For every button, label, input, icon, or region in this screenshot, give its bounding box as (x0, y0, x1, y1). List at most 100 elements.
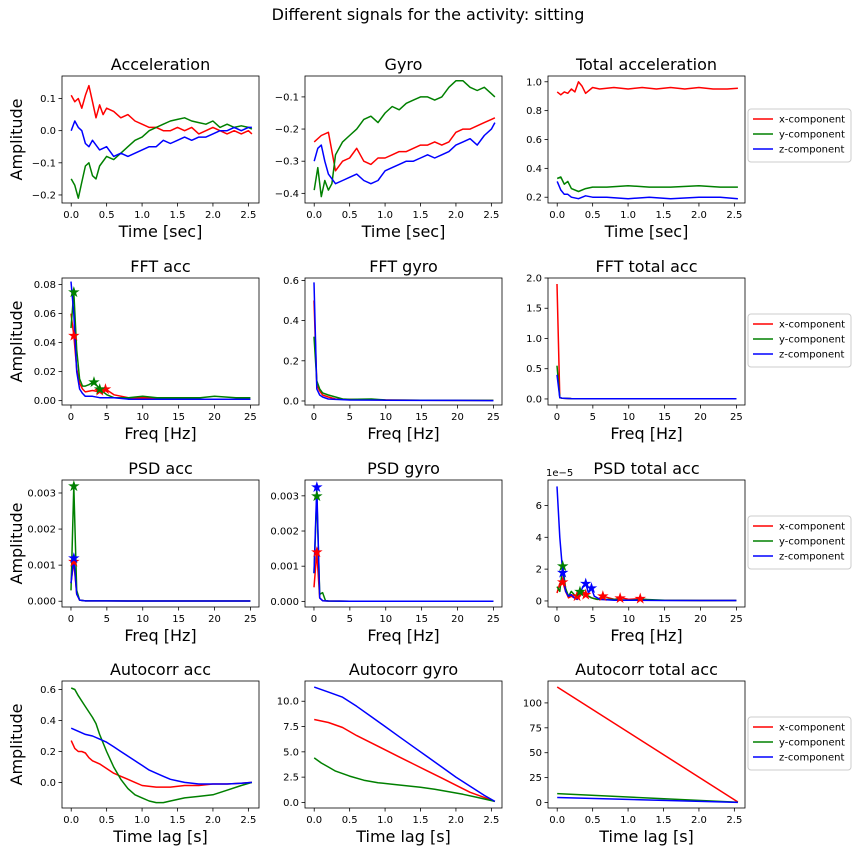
series-line-y-component (70, 687, 253, 804)
peak-marker-z-component: ★ (310, 478, 323, 496)
peak-marker-y-component: ★ (573, 582, 586, 600)
subplot-ffttotal: 0 5 10 15 20 25 0.0 0.5 1.0 1.5 2.0 FFT total acc Fr… (526, 257, 852, 443)
x-tick-label: 20 (694, 614, 707, 625)
y-tick-label: 5.0 (283, 747, 299, 758)
x-tick-label: 15 (172, 614, 185, 625)
series-line-z-component (556, 181, 738, 200)
axes-frame (304, 75, 503, 204)
x-tick-label: 2.5 (726, 210, 742, 221)
y-tick-label: 1.5 (526, 304, 542, 315)
legend-entry: x-component (779, 320, 845, 331)
x-tick-label: 1.5 (170, 815, 186, 826)
y-axis-label: Amplitude (7, 704, 26, 786)
x-tick-label: 15 (658, 412, 671, 423)
y-tick-label: 100 (523, 698, 542, 709)
x-tick-label: 0.5 (99, 210, 115, 221)
y-tick-label: −0.2 (32, 190, 56, 201)
legend-entry: x-component (779, 522, 845, 533)
x-tick-label: 0.0 (63, 210, 79, 221)
x-tick-label: 2.0 (691, 815, 707, 826)
x-tick-label: 1.5 (170, 210, 186, 221)
axes-frame (61, 277, 260, 406)
legend: x-component y-component z-component (747, 108, 852, 163)
series-line-z-component (313, 486, 494, 602)
x-tick-label: 0.5 (342, 815, 358, 826)
x-tick-label: 20 (208, 412, 221, 423)
y-tick-label: 0.08 (34, 280, 56, 291)
legend-entry: z-component (779, 350, 845, 361)
series-line-x-component (70, 84, 253, 135)
x-tick-label: 10 (136, 614, 149, 625)
series-line-x-component (314, 718, 496, 803)
y-tick-label: 0.8 (526, 106, 542, 117)
x-tick-label: 15 (415, 412, 428, 423)
peak-marker-y-component: ★ (310, 487, 323, 505)
legend: x-component y-component z-component (747, 515, 852, 570)
y-tick-label: 0.0 (526, 394, 542, 405)
peak-marker-z-component: ★ (67, 549, 80, 567)
subplot-acc: 0.0 0.5 1.0 1.5 2.0 2.5 −0.2 −0.1 0.0 0.1 Accelera… (7, 55, 260, 241)
y-tick-label: −0.1 (32, 158, 56, 169)
x-tick-label: 15 (415, 614, 428, 625)
y-tick-label: 2 (536, 565, 542, 576)
x-tick-label: 1.0 (134, 815, 150, 826)
y-tick-label: 75 (529, 723, 542, 734)
y-tick-label: 0.02 (34, 367, 56, 378)
subplot-title: PSD total acc (593, 459, 699, 478)
series-line-z-component (70, 281, 251, 400)
figure-suptitle: Different signals for the activity: sitt… (272, 5, 585, 24)
y-tick-label: 0.001 (27, 561, 56, 572)
axes-frame (304, 277, 503, 406)
y-offset-text: 1e−5 (546, 468, 573, 479)
series-line-y-component (70, 117, 253, 199)
x-tick-label: 0.0 (63, 815, 79, 826)
x-tick-label: 0.5 (585, 210, 601, 221)
x-tick-label: 15 (172, 412, 185, 423)
series-line-z-component (70, 557, 251, 602)
y-tick-label: 0.04 (34, 338, 56, 349)
y-tick-label: 1.0 (526, 77, 542, 88)
peak-marker-x-component: ★ (613, 589, 626, 607)
x-tick-label: 2.0 (448, 815, 464, 826)
y-tick-label: 7.5 (283, 722, 299, 733)
subplot-title: PSD acc (128, 459, 193, 478)
axes-frame (61, 680, 260, 809)
peak-marker-x-component: ★ (67, 326, 80, 344)
x-tick-label: 20 (694, 412, 707, 423)
y-tick-label: 0.0 (40, 778, 56, 789)
subplot-gyro: 0.0 0.5 1.0 1.5 2.0 2.5 −0.4 −0.3 −0.2 −0.1 Gyro Ti… (275, 55, 503, 241)
y-tick-label: 50 (529, 748, 542, 759)
x-tick-label: 5 (347, 614, 353, 625)
x-tick-label: 0.5 (99, 815, 115, 826)
plot-area (556, 283, 737, 400)
legend-box (747, 716, 852, 771)
y-tick-label: 0.2 (526, 193, 542, 204)
plot-area (313, 282, 494, 402)
subplot-title: Autocorr acc (110, 660, 211, 679)
legend-entry: y-component (779, 537, 845, 548)
y-tick-label: 0.001 (270, 562, 299, 573)
axes-frame (547, 680, 746, 809)
y-tick-label: 0 (536, 596, 542, 607)
y-tick-label: 0.4 (526, 164, 542, 175)
peak-marker-x-component: ★ (99, 380, 112, 398)
y-tick-label: 0 (536, 798, 542, 809)
subplot-total: 0.0 0.5 1.0 1.5 2.0 2.5 0.2 0.4 0.6 0.8 1.0 Total a… (526, 55, 852, 241)
subplot-title: Gyro (385, 55, 423, 74)
x-tick-label: 2.5 (726, 815, 742, 826)
x-tick-label: 25 (730, 614, 743, 625)
x-axis-label: Time [sec] (604, 222, 689, 241)
x-axis-label: Freq [Hz] (367, 424, 439, 443)
x-tick-label: 2.5 (240, 210, 256, 221)
peak-marker-z-component: ★ (585, 579, 598, 597)
series-line-z-component (313, 686, 496, 803)
legend-box (747, 313, 852, 368)
y-tick-label: 0.4 (283, 316, 299, 327)
x-tick-label: 1.0 (134, 210, 150, 221)
peak-marker-x-component: ★ (93, 381, 106, 399)
x-tick-label: 25 (244, 614, 257, 625)
y-tick-label: 0.00 (34, 396, 56, 407)
plot-area (556, 686, 739, 804)
series-line-z-component (313, 122, 496, 185)
